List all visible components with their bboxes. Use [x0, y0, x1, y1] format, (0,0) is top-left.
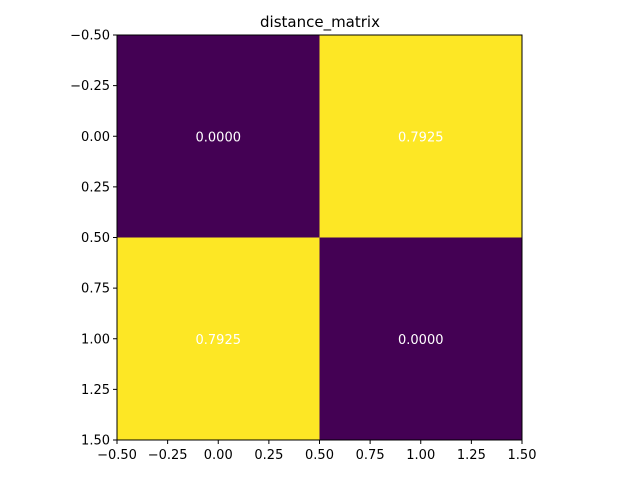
y-tick-label: 0.75: [81, 282, 110, 297]
cell-value-label: 0.0000: [398, 333, 444, 348]
y-tick-label: 0.00: [81, 130, 110, 145]
cell-value-label: 0.7925: [398, 130, 444, 145]
heatmap-cell: [319, 35, 522, 238]
x-axis: −0.50 −0.25 0.00 0.25 0.50 0.75 1.00 1.25 1.50: [97, 440, 536, 463]
x-tick-label: 1.25: [457, 448, 486, 463]
cell-value-label: 0.0000: [196, 130, 242, 145]
x-tick-label: 0.00: [204, 448, 233, 463]
y-tick-label: −0.50: [70, 29, 110, 44]
x-tick-label: −0.50: [97, 448, 137, 463]
heatmap-cell: [117, 237, 320, 440]
x-tick-label: 1.00: [406, 448, 435, 463]
cell-value-label: 0.7925: [196, 333, 242, 348]
y-tick-label: −0.25: [70, 79, 110, 94]
plot-frame: [116, 34, 523, 441]
chart-title: distance_matrix: [260, 13, 380, 32]
y-tick-label: 0.25: [81, 180, 110, 195]
heatmap-cells: [117, 35, 522, 440]
heatmap-cell-labels: 0.0000 0.7925 0.7925 0.0000: [196, 130, 444, 348]
y-axis: −0.50 −0.25 0.00 0.25 0.50 0.75 1.00 1.25 1.50: [70, 29, 117, 449]
y-tick-label: 0.50: [81, 231, 110, 246]
y-tick-label: 1.50: [81, 434, 110, 449]
x-tick-label: 0.75: [356, 448, 385, 463]
heatmap-cell: [319, 237, 522, 440]
y-tick-label: 1.00: [81, 332, 110, 347]
x-tick-label: 1.50: [508, 448, 537, 463]
x-tick-label: −0.25: [148, 448, 188, 463]
x-tick-label: 0.25: [254, 448, 283, 463]
x-tick-label: 0.50: [305, 448, 334, 463]
y-tick-label: 1.25: [81, 383, 110, 398]
heatmap-cell: [117, 35, 320, 238]
